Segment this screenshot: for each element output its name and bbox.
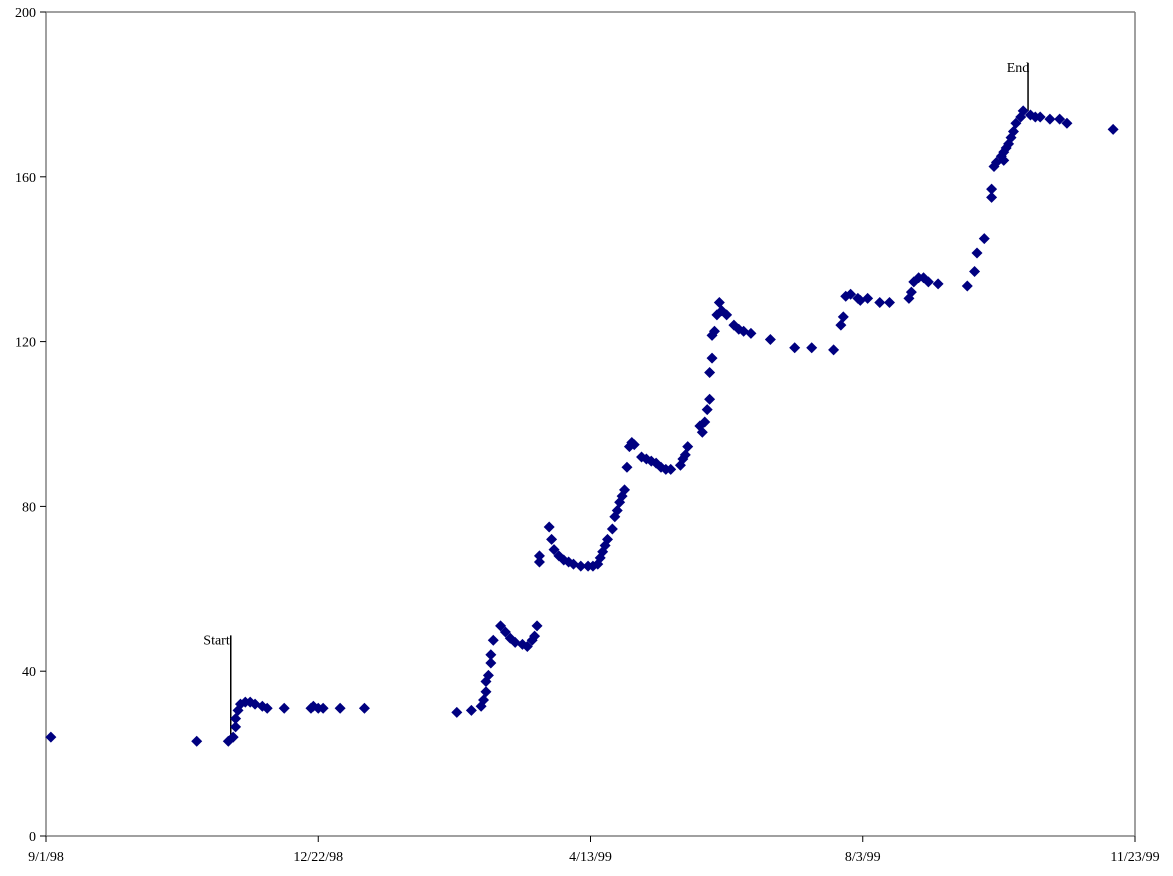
data-point [1010, 117, 1022, 129]
y-tick-label: 0 [29, 830, 36, 845]
y-tick-label: 160 [15, 171, 36, 186]
data-point [862, 292, 874, 304]
data-point [504, 632, 516, 644]
data-point [971, 247, 983, 259]
data-point [261, 702, 273, 714]
data-point [529, 630, 541, 642]
data-point [969, 266, 981, 278]
data-point [961, 280, 973, 292]
data-point [621, 461, 633, 473]
data-point [546, 533, 558, 545]
data-point [986, 183, 998, 195]
data-point [230, 713, 242, 725]
data-point [745, 327, 757, 339]
data-point [682, 441, 694, 453]
data-point [835, 319, 847, 331]
x-tick-label: 8/3/99 [845, 850, 881, 865]
data-point [334, 702, 346, 714]
data-point [531, 620, 543, 632]
data-point [764, 334, 776, 346]
data-point [478, 694, 490, 706]
x-tick-label: 12/22/98 [293, 850, 343, 865]
data-point [696, 426, 708, 438]
data-point [485, 657, 497, 669]
data-point [1007, 125, 1019, 137]
data-point [828, 344, 840, 356]
x-tick-label: 11/23/99 [1110, 850, 1159, 865]
data-point [619, 484, 631, 496]
data-point [1044, 113, 1056, 125]
data-point [543, 521, 555, 533]
data-point [358, 702, 370, 714]
data-point [480, 686, 492, 698]
data-point [521, 640, 533, 652]
data-point [548, 544, 560, 556]
data-point [789, 342, 801, 354]
data-point [533, 550, 545, 562]
data-point [465, 704, 477, 716]
ticks: 0 40 80 120 160 200 9/1/98 12/22/98 4/13/99 8/3/9… [15, 6, 1160, 865]
data-point [704, 367, 716, 378]
data-point [191, 735, 203, 747]
data-point [708, 325, 720, 337]
x-tick-label: 9/1/98 [28, 850, 64, 865]
data-point [874, 296, 886, 308]
data-point [1034, 111, 1046, 123]
annotations: Start End [203, 61, 1030, 742]
data-point [1054, 113, 1066, 125]
data-point [701, 404, 713, 416]
data-point [713, 296, 725, 308]
data-point [485, 649, 497, 661]
data-point [1107, 123, 1119, 135]
data-point [978, 233, 990, 245]
data-point [278, 702, 290, 714]
data-point [575, 560, 587, 572]
x-tick-label: 4/13/99 [569, 850, 612, 865]
data-point [986, 191, 998, 203]
data-points [45, 105, 1119, 747]
data-point [317, 702, 329, 714]
data-point [487, 634, 499, 646]
data-point [451, 706, 463, 718]
data-point [837, 311, 849, 323]
data-point [1061, 117, 1073, 129]
data-point [998, 154, 1010, 166]
data-point [499, 626, 511, 638]
data-point [845, 288, 857, 300]
axes [45, 11, 1136, 837]
y-tick-label: 120 [15, 336, 36, 351]
data-point [706, 352, 718, 364]
data-point [482, 669, 494, 681]
data-point [495, 620, 507, 632]
data-point [533, 556, 545, 568]
y-tick-label: 200 [15, 6, 36, 21]
data-point [932, 278, 944, 290]
data-point [665, 463, 677, 475]
data-point [227, 731, 239, 743]
data-point [679, 449, 691, 461]
y-tick-label: 80 [22, 500, 36, 515]
data-point [611, 505, 623, 517]
data-point [230, 721, 242, 733]
annotation-label: End [1007, 61, 1030, 76]
data-point [1017, 105, 1029, 117]
data-point [922, 276, 934, 288]
data-point [606, 523, 618, 535]
data-point [905, 286, 917, 298]
data-point [704, 393, 716, 405]
annotation-label: Start [203, 633, 230, 648]
data-point [883, 296, 895, 308]
y-tick-label: 40 [22, 665, 36, 680]
data-point [602, 533, 614, 545]
data-point [806, 342, 818, 354]
data-point [721, 309, 733, 321]
data-point [699, 416, 711, 428]
data-point [628, 439, 640, 451]
data-point [45, 731, 57, 743]
